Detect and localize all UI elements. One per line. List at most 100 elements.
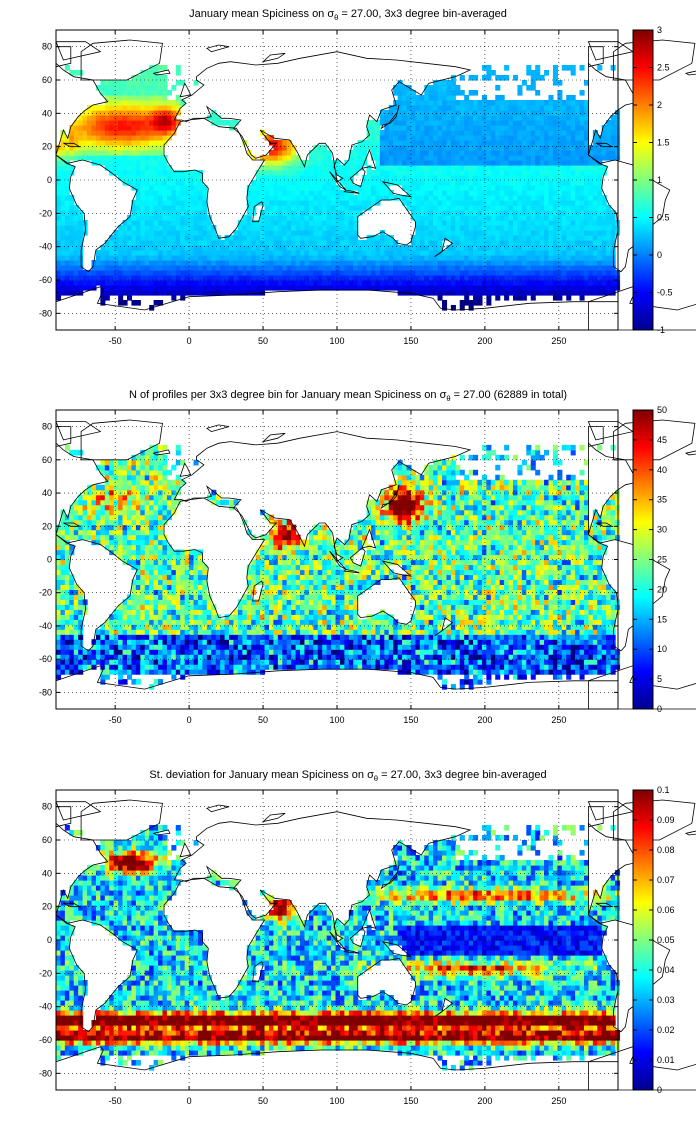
data-cell [544, 105, 550, 111]
data-cell [286, 275, 292, 281]
data-cell [517, 280, 523, 286]
data-cell [82, 125, 88, 131]
data-cell [113, 275, 119, 281]
data-cell [530, 120, 536, 126]
data-cell [140, 170, 146, 176]
data-cell [308, 265, 314, 271]
data-cell [260, 250, 266, 256]
data-cell [419, 265, 425, 271]
data-cell [113, 544, 119, 551]
data-cell [588, 245, 594, 251]
data-cell [575, 195, 581, 201]
data-cell [291, 270, 297, 276]
data-cell [437, 290, 443, 296]
data-cell [64, 619, 70, 625]
data-cell [273, 140, 279, 146]
data-cell [113, 514, 119, 521]
data-cell [579, 275, 585, 281]
data-cell [575, 180, 581, 186]
data-cell [601, 285, 607, 291]
data-cell [144, 614, 150, 620]
data-cell [477, 190, 483, 196]
data-cell [499, 280, 505, 286]
data-cell [82, 524, 88, 531]
data-cell [140, 135, 146, 141]
data-cell [366, 275, 372, 281]
data-cell [473, 120, 479, 126]
data-cell [175, 270, 181, 276]
data-cell [566, 260, 572, 266]
data-cell [384, 175, 390, 181]
data-cell [477, 150, 483, 156]
data-cell [535, 145, 541, 151]
data-cell [131, 529, 137, 536]
data-cell [202, 245, 208, 251]
data-cell [153, 270, 159, 276]
data-cell [189, 255, 195, 261]
data-cell [118, 160, 124, 166]
data-cell [78, 240, 84, 246]
data-cell [264, 235, 270, 241]
data-cell [229, 280, 235, 286]
data-cell [122, 280, 128, 286]
data-cell [455, 240, 461, 246]
data-cell [331, 260, 337, 266]
data-cell [450, 240, 456, 246]
data-cell [158, 145, 164, 151]
data-cell [144, 519, 150, 526]
data-cell [406, 105, 412, 111]
data-cell [459, 175, 465, 181]
data-cell [69, 594, 75, 600]
data-cell [597, 240, 603, 246]
data-cell [415, 110, 421, 116]
data-cell [104, 110, 110, 116]
data-cell [402, 165, 408, 171]
data-cell [197, 260, 204, 266]
data-cell [521, 205, 527, 211]
data-cell [224, 265, 230, 271]
data-cell [60, 145, 66, 151]
data-cell [481, 170, 487, 176]
data-cell [353, 220, 359, 226]
data-cell [521, 110, 527, 116]
data-cell [277, 190, 283, 196]
data-cell [158, 85, 164, 91]
data-cell [366, 285, 372, 291]
data-cell [557, 245, 563, 251]
data-cell [153, 235, 159, 241]
data-cell [104, 469, 110, 476]
data-cell [206, 235, 212, 241]
data-cell [406, 250, 412, 256]
data-cell [162, 250, 168, 256]
data-cell [455, 155, 461, 161]
data-cell [126, 100, 133, 106]
data-cell [588, 230, 594, 236]
data-cell [189, 270, 195, 276]
data-cell [477, 285, 483, 291]
data-cell [149, 135, 155, 141]
data-cell [464, 160, 470, 166]
data-cell [397, 165, 403, 171]
data-cell [140, 85, 146, 91]
data-cell [153, 554, 159, 561]
data-cell [126, 614, 133, 620]
data-cell [175, 210, 181, 216]
data-cell [455, 285, 461, 291]
data-cell [91, 105, 97, 111]
data-cell [579, 130, 585, 136]
data-cell [166, 230, 172, 236]
data-cell [495, 215, 501, 221]
data-cell [379, 275, 385, 281]
data-cell [570, 70, 576, 76]
data-cell [202, 270, 208, 276]
data-cell [184, 255, 190, 261]
data-cell [379, 230, 385, 236]
data-cell [499, 95, 505, 101]
data-cell [180, 260, 186, 266]
data-cell [322, 175, 328, 181]
data-cell [273, 265, 279, 271]
data-cell [575, 170, 581, 176]
data-cell [313, 285, 319, 291]
data-cell [544, 195, 550, 201]
data-cell [224, 245, 230, 251]
